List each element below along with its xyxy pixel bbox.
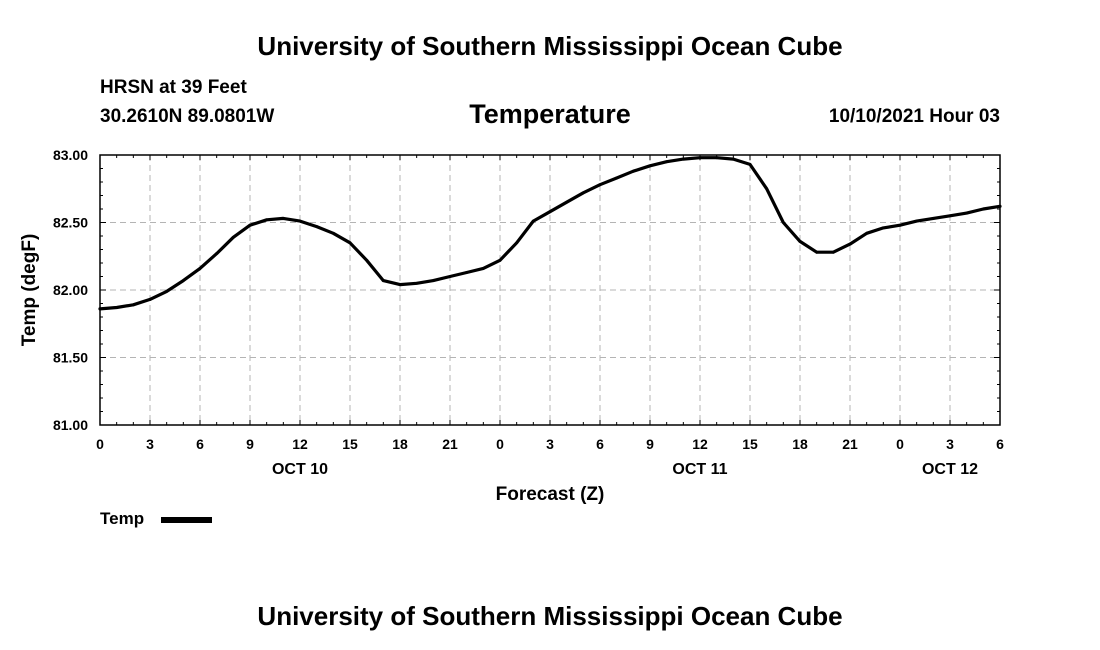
data-point — [515, 241, 519, 245]
data-point — [798, 240, 802, 243]
legend-swatch — [161, 517, 212, 523]
data-point — [665, 160, 669, 164]
day-label: OCT 11 — [672, 461, 727, 478]
data-point — [465, 271, 469, 274]
data-point — [998, 204, 1002, 208]
data-point — [431, 279, 435, 282]
x-tick-label: 0 — [896, 436, 904, 452]
data-point — [315, 225, 319, 228]
data-point — [448, 275, 452, 278]
data-point — [698, 156, 702, 160]
data-point — [865, 231, 869, 235]
data-point — [298, 219, 302, 223]
legend-label: Temp — [100, 509, 145, 528]
data-point — [331, 231, 335, 235]
x-tick-label: 21 — [842, 436, 858, 452]
x-tick-label: 3 — [946, 436, 954, 452]
data-point — [265, 218, 269, 222]
data-point — [215, 252, 219, 255]
data-point — [848, 242, 852, 246]
x-axis-label: Forecast (Z) — [496, 484, 605, 505]
page-title: University of Southern Mississippi Ocean… — [257, 31, 843, 61]
x-tick-label: 3 — [146, 436, 154, 452]
data-point — [965, 211, 969, 215]
data-point — [398, 283, 402, 286]
data-point — [948, 214, 952, 218]
data-point — [581, 191, 585, 195]
data-point — [548, 210, 552, 214]
data-point — [415, 281, 419, 285]
data-point — [881, 226, 885, 230]
datetime-label: 10/10/2021 Hour 03 — [828, 106, 1000, 127]
data-point — [365, 258, 369, 262]
data-point — [498, 258, 502, 262]
data-point — [181, 279, 185, 282]
y-tick-label: 83.00 — [53, 147, 88, 163]
chart-title: Temperature — [469, 99, 631, 129]
day-label: OCT 10 — [272, 461, 328, 478]
data-point — [231, 235, 235, 239]
data-point — [731, 157, 735, 161]
footer-title: University of Southern Mississippi Ocean… — [257, 601, 843, 631]
data-point — [115, 306, 119, 309]
data-point — [631, 169, 635, 173]
data-point — [165, 289, 169, 293]
x-tick-label: 0 — [496, 436, 504, 452]
data-point — [815, 250, 819, 254]
x-tick-label: 18 — [392, 436, 408, 452]
coordinates-label: 30.2610N 89.0801W — [100, 106, 275, 127]
day-label: OCT 12 — [922, 461, 978, 478]
data-point — [915, 219, 919, 223]
data-point — [931, 217, 935, 220]
x-tick-label: 21 — [442, 436, 458, 452]
y-tick-label: 81.50 — [53, 350, 88, 366]
x-tick-label: 6 — [996, 436, 1004, 452]
x-tick-label: 3 — [546, 436, 554, 452]
data-point — [531, 219, 535, 223]
data-point — [765, 187, 769, 191]
data-point — [598, 183, 602, 187]
x-tick-label: 6 — [596, 436, 604, 452]
data-point — [781, 221, 785, 224]
x-tick-label: 6 — [196, 436, 204, 452]
data-point — [615, 176, 619, 180]
data-point — [98, 307, 102, 311]
data-point — [648, 164, 652, 168]
data-point — [681, 157, 685, 161]
y-axis-label: Temp (degF) — [19, 234, 40, 347]
data-point — [981, 207, 985, 211]
x-tick-label: 9 — [646, 436, 654, 452]
y-tick-label: 82.50 — [53, 215, 88, 231]
x-tick-label: 12 — [692, 436, 708, 452]
data-point — [248, 223, 252, 227]
x-tick-label: 9 — [246, 436, 254, 452]
x-tick-label: 15 — [342, 436, 358, 452]
data-point — [715, 156, 719, 160]
data-point — [748, 163, 752, 166]
data-point — [831, 250, 835, 254]
data-point — [131, 303, 135, 307]
data-point — [481, 267, 485, 270]
data-point — [565, 200, 569, 204]
x-tick-label: 15 — [742, 436, 758, 452]
data-point — [198, 267, 202, 270]
station-label: HRSN at 39 Feet — [100, 77, 247, 98]
y-tick-label: 82.00 — [53, 282, 88, 298]
data-point — [381, 279, 385, 282]
x-tick-label: 18 — [792, 436, 808, 452]
x-tick-label: 0 — [96, 436, 104, 452]
data-point — [281, 217, 285, 220]
x-tick-label: 12 — [292, 436, 308, 452]
y-tick-label: 81.00 — [53, 417, 88, 433]
data-point — [148, 298, 152, 301]
data-point — [898, 223, 902, 227]
plot-frame — [99, 154, 1001, 426]
data-point — [348, 241, 352, 245]
